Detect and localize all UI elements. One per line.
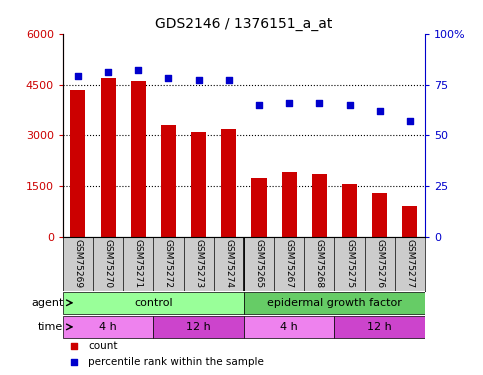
Bar xyxy=(221,129,236,237)
Text: epidermal growth factor: epidermal growth factor xyxy=(267,298,402,308)
Point xyxy=(285,100,293,106)
Bar xyxy=(63,292,244,314)
Text: 4 h: 4 h xyxy=(280,322,298,332)
Bar xyxy=(252,178,267,237)
Bar xyxy=(282,172,297,237)
Text: count: count xyxy=(88,341,118,351)
Text: GSM75274: GSM75274 xyxy=(224,239,233,288)
Text: agent: agent xyxy=(31,298,63,308)
Bar xyxy=(154,316,244,338)
Text: percentile rank within the sample: percentile rank within the sample xyxy=(88,357,264,367)
Bar xyxy=(63,316,154,338)
Point xyxy=(74,74,82,80)
Point xyxy=(165,75,172,81)
Bar xyxy=(334,316,425,338)
Text: GSM75268: GSM75268 xyxy=(315,239,324,288)
Text: GSM75272: GSM75272 xyxy=(164,239,173,288)
Bar xyxy=(372,193,387,237)
Text: GSM75269: GSM75269 xyxy=(73,239,83,288)
Point xyxy=(255,102,263,108)
Text: 12 h: 12 h xyxy=(186,322,211,332)
Point xyxy=(104,69,112,75)
Text: 12 h: 12 h xyxy=(368,322,392,332)
Text: GSM75275: GSM75275 xyxy=(345,239,354,288)
Bar xyxy=(100,78,115,237)
Bar xyxy=(342,184,357,237)
Point xyxy=(406,118,414,124)
Bar xyxy=(312,174,327,237)
Point xyxy=(225,78,233,84)
Text: 4 h: 4 h xyxy=(99,322,117,332)
Bar xyxy=(244,292,425,314)
Point xyxy=(70,359,77,365)
Bar xyxy=(131,81,146,237)
Point xyxy=(315,100,323,106)
Bar xyxy=(402,206,417,237)
Point xyxy=(376,108,384,114)
Text: GSM75271: GSM75271 xyxy=(134,239,143,288)
Text: GSM75273: GSM75273 xyxy=(194,239,203,288)
Text: GSM75277: GSM75277 xyxy=(405,239,414,288)
Point xyxy=(134,67,142,73)
Text: GSM75267: GSM75267 xyxy=(284,239,294,288)
Bar xyxy=(244,316,334,338)
Text: GSM75276: GSM75276 xyxy=(375,239,384,288)
Point xyxy=(346,102,354,108)
Point xyxy=(195,78,202,84)
Text: GSM75270: GSM75270 xyxy=(103,239,113,288)
Text: time: time xyxy=(38,322,63,332)
Bar xyxy=(71,90,85,237)
Bar xyxy=(191,132,206,237)
Text: GSM75265: GSM75265 xyxy=(255,239,264,288)
Title: GDS2146 / 1376151_a_at: GDS2146 / 1376151_a_at xyxy=(155,17,333,32)
Point xyxy=(70,343,77,349)
Bar xyxy=(161,125,176,237)
Text: control: control xyxy=(134,298,172,308)
